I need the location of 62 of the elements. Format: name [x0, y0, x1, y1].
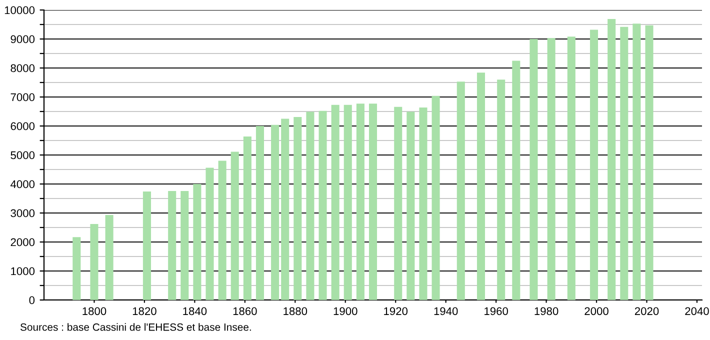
bar — [497, 80, 506, 300]
bar — [632, 24, 641, 300]
bar — [608, 18, 616, 300]
bar — [368, 104, 378, 300]
bar — [567, 36, 576, 300]
y-tick-label: 7000 — [10, 93, 35, 102]
y-tick-label: 1000 — [11, 267, 35, 276]
bar — [476, 72, 486, 300]
bar — [243, 136, 252, 300]
y-tick-label: 0 — [29, 296, 35, 304]
bar — [306, 112, 314, 300]
y-tick-label: 3000 — [10, 209, 35, 218]
x-tick-label: 1940 — [434, 307, 458, 316]
bar — [419, 107, 428, 300]
x-tick-label: 1880 — [284, 307, 308, 316]
bar — [206, 168, 214, 300]
bar — [168, 190, 176, 300]
y-tick-label: 5000 — [10, 151, 35, 160]
x-tick-label: 1820 — [132, 307, 156, 316]
bar — [294, 117, 302, 300]
bar — [72, 237, 81, 300]
bar — [432, 96, 440, 300]
bar — [105, 215, 114, 300]
bar — [406, 112, 415, 300]
bar — [590, 30, 598, 300]
source-note: Sources : base Cassini de l'EHESS et base Insee. — [20, 323, 251, 331]
x-tick-label: 2020 — [634, 307, 659, 316]
y-tick-label: 8000 — [10, 64, 35, 72]
y-tick-label: 9000 — [10, 35, 35, 44]
bar — [230, 152, 239, 300]
x-tick-label: 2000 — [584, 307, 608, 316]
x-tick-label: 2040 — [685, 307, 709, 316]
x-tick-label: 1960 — [484, 307, 508, 316]
bar — [547, 38, 556, 300]
bar — [256, 126, 264, 300]
bar — [530, 39, 538, 300]
x-tick-label: 1840 — [183, 307, 207, 316]
x-tick-label: 1860 — [233, 307, 257, 316]
bar — [142, 192, 151, 300]
bar — [344, 104, 352, 300]
bar — [512, 60, 520, 300]
bar — [620, 26, 628, 300]
bar — [356, 104, 364, 300]
x-tick-label: 1800 — [82, 307, 106, 316]
bar — [331, 104, 340, 300]
bar — [394, 106, 402, 300]
x-tick-label: 1900 — [334, 307, 358, 316]
y-tick-label: 2000 — [10, 238, 35, 246]
bar — [456, 82, 465, 300]
bar — [281, 118, 290, 300]
bar — [193, 184, 202, 300]
bar — [271, 124, 280, 300]
x-tick-label: 1920 — [384, 307, 408, 316]
y-tick-label: 4000 — [10, 180, 35, 188]
bar — [645, 25, 654, 300]
y-tick-label: 10000 — [4, 6, 35, 14]
bar — [318, 110, 327, 300]
bar — [180, 190, 189, 300]
bar — [218, 160, 226, 300]
bar — [90, 224, 98, 300]
x-tick-label: 1980 — [534, 307, 558, 316]
y-tick-label: 6000 — [10, 122, 35, 130]
